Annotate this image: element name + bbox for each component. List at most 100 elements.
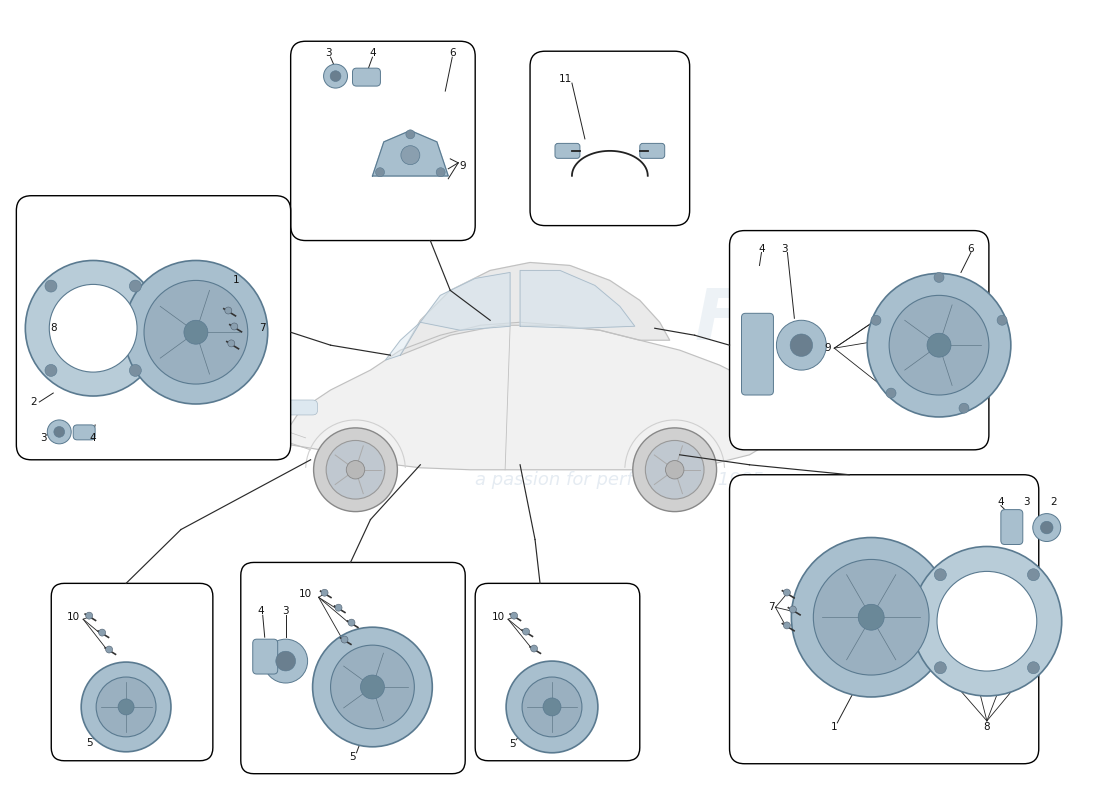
Circle shape [406, 130, 415, 139]
Circle shape [959, 403, 969, 413]
Text: 4: 4 [998, 497, 1004, 506]
Circle shape [437, 168, 446, 177]
Circle shape [506, 661, 598, 753]
Text: 4: 4 [90, 433, 97, 443]
Text: 7: 7 [260, 323, 266, 334]
Circle shape [130, 280, 141, 292]
Text: 3: 3 [326, 48, 332, 58]
FancyBboxPatch shape [1001, 510, 1023, 545]
Circle shape [144, 281, 248, 384]
Circle shape [510, 612, 518, 619]
Text: 2: 2 [30, 397, 36, 407]
Circle shape [400, 146, 420, 165]
Text: 5: 5 [509, 739, 516, 749]
Circle shape [312, 627, 432, 746]
Circle shape [375, 168, 385, 177]
Circle shape [813, 559, 930, 675]
Circle shape [790, 606, 796, 613]
Circle shape [348, 619, 355, 626]
Text: 3: 3 [781, 243, 788, 254]
FancyBboxPatch shape [475, 583, 640, 761]
Circle shape [543, 698, 561, 716]
Circle shape [1027, 662, 1040, 674]
Text: FUNES: FUNES [694, 286, 965, 354]
Text: 6: 6 [449, 48, 455, 58]
Circle shape [927, 334, 952, 357]
Text: 10: 10 [492, 612, 505, 622]
Circle shape [912, 546, 1062, 696]
FancyBboxPatch shape [253, 639, 277, 674]
Circle shape [783, 589, 791, 596]
FancyBboxPatch shape [74, 425, 96, 440]
Circle shape [997, 315, 1008, 326]
Polygon shape [385, 322, 420, 360]
Polygon shape [280, 322, 780, 470]
Circle shape [25, 261, 161, 396]
Text: 4: 4 [370, 48, 376, 58]
Circle shape [522, 628, 529, 635]
Text: 9: 9 [459, 161, 465, 171]
FancyBboxPatch shape [290, 42, 475, 241]
Circle shape [530, 645, 538, 652]
Circle shape [45, 365, 57, 376]
Circle shape [871, 315, 881, 326]
Text: 1: 1 [830, 722, 837, 732]
Circle shape [1027, 569, 1040, 581]
Circle shape [81, 662, 170, 752]
FancyBboxPatch shape [741, 314, 773, 395]
Text: 9: 9 [824, 343, 830, 353]
Text: 1: 1 [232, 275, 239, 286]
Circle shape [106, 646, 112, 653]
Polygon shape [420, 273, 510, 330]
Polygon shape [373, 130, 449, 176]
FancyBboxPatch shape [241, 562, 465, 774]
Text: 11: 11 [559, 74, 572, 84]
Circle shape [231, 323, 238, 330]
Circle shape [50, 285, 138, 372]
Circle shape [1041, 522, 1053, 534]
FancyBboxPatch shape [729, 230, 989, 450]
Text: 3: 3 [1023, 497, 1030, 506]
Text: 8: 8 [983, 722, 990, 732]
Polygon shape [520, 270, 635, 328]
Circle shape [783, 622, 791, 629]
Circle shape [632, 428, 716, 512]
FancyBboxPatch shape [16, 196, 290, 460]
Text: 6: 6 [968, 243, 975, 254]
Circle shape [646, 441, 704, 499]
Circle shape [54, 426, 65, 438]
Circle shape [361, 675, 384, 699]
Circle shape [858, 604, 884, 630]
Circle shape [346, 461, 365, 479]
FancyBboxPatch shape [52, 583, 213, 761]
Circle shape [130, 365, 141, 376]
Circle shape [124, 261, 267, 404]
Circle shape [276, 651, 296, 671]
FancyBboxPatch shape [530, 51, 690, 226]
Text: a passion for performance 1985: a passion for performance 1985 [475, 470, 764, 489]
Circle shape [777, 320, 826, 370]
Circle shape [331, 645, 415, 729]
Text: 10: 10 [299, 590, 312, 599]
Text: 8: 8 [50, 323, 56, 334]
Text: 4: 4 [257, 606, 264, 616]
Circle shape [887, 388, 896, 398]
Circle shape [314, 428, 397, 512]
FancyBboxPatch shape [283, 400, 318, 415]
Text: 7: 7 [768, 602, 774, 612]
Text: 4: 4 [758, 243, 764, 254]
Circle shape [934, 662, 946, 674]
Text: 5: 5 [86, 738, 92, 748]
Circle shape [264, 639, 308, 683]
FancyBboxPatch shape [729, 474, 1038, 764]
Circle shape [228, 340, 234, 347]
Circle shape [666, 461, 684, 479]
Circle shape [184, 320, 208, 344]
Text: 3: 3 [40, 433, 46, 443]
Circle shape [889, 295, 989, 395]
Circle shape [323, 64, 348, 88]
Polygon shape [400, 262, 670, 355]
Circle shape [330, 70, 341, 82]
Circle shape [99, 629, 106, 636]
Text: 5: 5 [349, 752, 355, 762]
